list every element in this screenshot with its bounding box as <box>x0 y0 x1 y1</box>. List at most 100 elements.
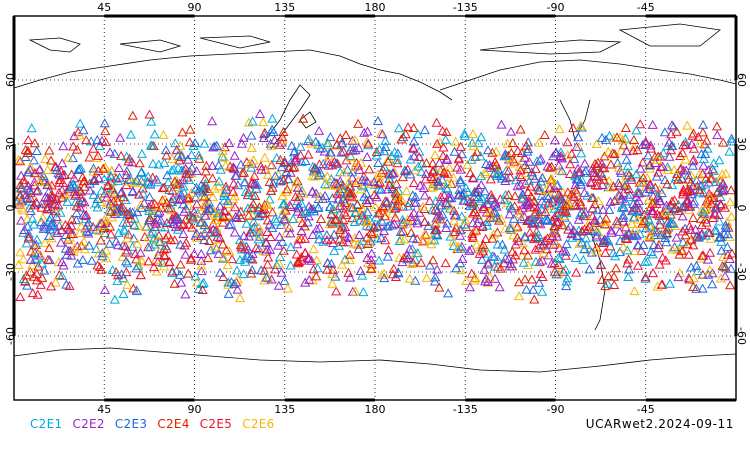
occultation-marker <box>266 140 277 150</box>
occultation-marker <box>471 147 482 157</box>
occultation-marker <box>143 256 154 266</box>
occultation-marker <box>245 184 256 194</box>
occultation-marker <box>596 168 607 178</box>
occultation-marker <box>326 174 337 184</box>
occultation-marker <box>149 217 161 227</box>
occultation-marker <box>246 142 257 152</box>
lon-tick-label: -90 <box>547 1 565 14</box>
occultation-marker <box>471 239 482 249</box>
occultation-marker <box>571 267 582 277</box>
occultation-marker <box>542 233 553 243</box>
occultation-marker <box>311 255 322 265</box>
occultation-marker <box>697 206 708 216</box>
occultation-marker <box>224 246 235 256</box>
occultation-marker <box>318 236 329 246</box>
occultation-marker <box>400 166 411 176</box>
occultation-marker <box>670 220 681 231</box>
occultation-marker <box>271 152 282 162</box>
occultation-marker <box>198 277 209 287</box>
occultation-marker <box>514 209 525 219</box>
coastline-segment <box>199 35 271 49</box>
occultation-marker <box>57 192 68 202</box>
occultation-marker <box>143 232 154 242</box>
occultation-marker <box>387 208 398 218</box>
occultation-marker <box>542 214 553 224</box>
occultation-marker <box>562 187 573 197</box>
occultation-marker <box>683 170 694 180</box>
occultation-marker <box>338 146 349 156</box>
occultation-marker <box>524 176 535 186</box>
occultation-marker <box>685 235 696 245</box>
occultation-marker <box>481 216 492 226</box>
occultation-marker <box>165 234 176 244</box>
occultation-marker <box>457 253 468 263</box>
occultation-marker <box>25 266 36 276</box>
occultation-marker <box>483 259 494 269</box>
occultation-marker <box>135 199 146 210</box>
occultation-marker <box>128 233 139 243</box>
occultation-marker <box>229 202 241 212</box>
occultation-marker <box>133 189 145 199</box>
occultation-marker <box>711 176 722 187</box>
occultation-marker <box>200 210 211 220</box>
occultation-marker <box>276 267 287 277</box>
occultation-marker <box>684 274 695 284</box>
occultation-marker <box>66 228 77 238</box>
occultation-marker <box>243 210 254 220</box>
occultation-marker <box>664 278 675 288</box>
occultation-marker <box>716 236 727 246</box>
occultation-marker <box>512 181 523 191</box>
occultation-marker <box>337 237 349 247</box>
occultation-marker <box>484 159 495 170</box>
occultation-marker <box>540 215 551 225</box>
occultation-marker <box>671 232 682 242</box>
occultation-marker <box>656 229 667 240</box>
occultation-marker <box>198 187 209 197</box>
occultation-marker <box>302 217 313 227</box>
occultation-marker <box>684 221 695 231</box>
occultation-marker <box>330 271 341 281</box>
occultation-marker <box>466 154 477 164</box>
occultation-marker <box>126 213 137 223</box>
occultation-marker <box>130 176 141 186</box>
occultation-marker <box>455 175 466 185</box>
occultation-marker <box>515 124 526 134</box>
occultation-marker <box>357 270 368 280</box>
occultation-marker <box>700 230 711 240</box>
occultation-marker <box>404 273 415 283</box>
occultation-marker <box>161 150 172 160</box>
occultation-marker <box>686 139 697 149</box>
coastline-segment <box>28 37 81 53</box>
occultation-marker <box>320 190 331 200</box>
occultation-marker <box>306 138 317 148</box>
occultation-marker <box>326 258 337 268</box>
occultation-marker <box>400 129 411 139</box>
occultation-marker <box>320 179 331 189</box>
occultation-marker <box>259 265 270 275</box>
occultation-marker <box>254 202 265 212</box>
occultation-marker <box>91 224 102 234</box>
occultation-marker <box>427 255 439 265</box>
occultation-marker <box>461 275 472 285</box>
occultation-marker <box>491 213 502 223</box>
occultation-marker <box>204 235 215 246</box>
occultation-marker <box>442 178 453 188</box>
occultation-marker <box>217 145 228 156</box>
occultation-marker <box>542 215 553 225</box>
occultation-marker <box>515 165 526 175</box>
occultation-marker <box>362 257 374 268</box>
lon-tick-label: 45 <box>97 403 111 416</box>
occultation-marker <box>355 157 367 167</box>
occultation-marker <box>434 282 445 292</box>
occultation-marker <box>152 256 163 266</box>
occultation-marker <box>630 224 641 234</box>
occultation-marker <box>561 200 572 210</box>
occultation-marker <box>46 233 57 243</box>
occultation-marker <box>196 255 207 265</box>
occultation-marker <box>258 246 269 256</box>
occultation-marker <box>720 262 731 272</box>
occultation-marker <box>50 198 61 208</box>
occultation-marker <box>697 283 708 293</box>
occultation-marker <box>427 205 438 215</box>
